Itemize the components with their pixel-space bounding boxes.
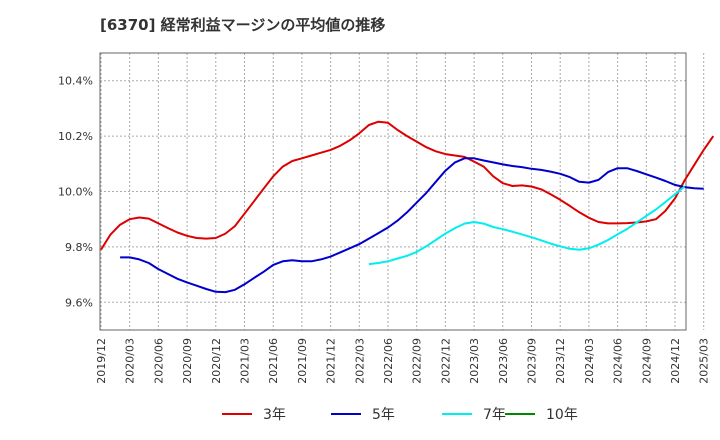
legend-label-1: 3年 <box>263 407 286 423</box>
x-tick-label: 2021/12 <box>325 338 338 384</box>
series-lines <box>100 120 715 294</box>
chart-title: [6370] 経常利益マージンの平均値の推移 <box>100 16 386 34</box>
x-tick-label: 2020/12 <box>210 338 223 384</box>
x-tick-label: 2020/09 <box>181 338 194 384</box>
y-tick-label: 9.8% <box>65 241 93 254</box>
x-tick-label: 2024/03 <box>583 338 596 384</box>
x-tick-label: 2021/03 <box>239 338 252 384</box>
x-tick-label: 2022/09 <box>411 338 424 384</box>
x-tick-label: 2022/06 <box>382 338 395 384</box>
series-line-1 <box>100 120 715 251</box>
x-tick-label: 2023/12 <box>554 338 567 384</box>
series-line-3 <box>368 185 686 266</box>
x-tick-label: 2020/06 <box>152 338 165 384</box>
series-line-2 <box>120 157 704 294</box>
y-axis-ticks: 9.6% 9.8% 10.0% 10.2% 10.4% <box>58 75 93 310</box>
x-tick-label: 2025/03 <box>698 338 711 384</box>
x-tick-label: 2023/03 <box>468 338 481 384</box>
x-tick-label: 2023/09 <box>526 338 539 384</box>
x-tick-label: 2021/06 <box>267 338 280 384</box>
legend-label-2: 5年 <box>372 407 395 423</box>
plot-area-frame <box>99 52 687 331</box>
x-tick-label: 2024/06 <box>612 338 625 384</box>
grid-lines <box>100 53 705 330</box>
x-tick-label: 2022/12 <box>439 338 452 384</box>
x-tick-label: 2022/03 <box>353 338 366 384</box>
legend: 3年 5年 7年 10年 <box>222 407 578 423</box>
y-tick-label: 9.6% <box>65 296 93 309</box>
y-tick-label: 10.4% <box>58 75 93 88</box>
x-tick-label: 2024/09 <box>640 338 653 384</box>
x-tick-label: 2020/03 <box>124 338 137 384</box>
x-axis-ticks: 2019/12 2020/03 2020/06 2020/09 2020/12 2021/… <box>95 338 711 384</box>
x-tick-label: 2023/06 <box>497 338 510 384</box>
legend-label-3: 7年 <box>483 407 506 423</box>
x-tick-label: 2024/12 <box>669 338 682 384</box>
x-tick-label: 2019/12 <box>95 338 108 384</box>
x-tick-label: 2021/09 <box>296 338 309 384</box>
y-tick-label: 10.2% <box>58 130 93 143</box>
legend-label-4: 10年 <box>546 407 578 423</box>
y-tick-label: 10.0% <box>58 186 93 199</box>
